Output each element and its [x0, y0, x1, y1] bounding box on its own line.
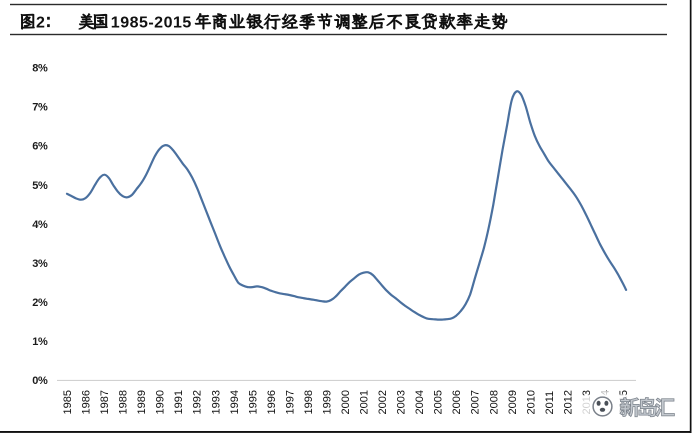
svg-text:2006: 2006	[451, 390, 463, 414]
svg-text:1990: 1990	[155, 390, 167, 414]
svg-text:2004: 2004	[414, 390, 426, 414]
svg-text:5%: 5%	[32, 180, 48, 192]
svg-text:1997: 1997	[284, 390, 296, 414]
svg-text:2012: 2012	[562, 390, 574, 414]
svg-text:3%: 3%	[32, 258, 48, 270]
svg-text:2003: 2003	[396, 390, 408, 414]
svg-text:2000: 2000	[340, 390, 352, 414]
svg-text:2001: 2001	[359, 390, 371, 414]
svg-text:2009: 2009	[507, 390, 519, 414]
svg-text:1996: 1996	[266, 390, 278, 414]
svg-text:1987: 1987	[99, 390, 111, 414]
svg-text:2: 2	[36, 15, 45, 32]
svg-text:1993: 1993	[210, 390, 222, 414]
svg-text:2007: 2007	[470, 390, 482, 414]
svg-text:1985-2015: 1985-2015	[111, 15, 192, 32]
svg-text:1992: 1992	[192, 390, 204, 414]
svg-text:1994: 1994	[229, 390, 241, 414]
svg-text:2011: 2011	[544, 391, 556, 415]
svg-text:6%: 6%	[32, 141, 48, 153]
svg-text:2005: 2005	[433, 390, 445, 414]
svg-text:1999: 1999	[322, 390, 334, 414]
svg-text:2%: 2%	[32, 297, 48, 309]
svg-text:7%: 7%	[32, 102, 48, 114]
svg-text:2008: 2008	[488, 390, 500, 414]
svg-text:1%: 1%	[32, 336, 48, 348]
svg-text:0%: 0%	[32, 375, 48, 387]
svg-text:1995: 1995	[247, 390, 259, 414]
svg-text:1989: 1989	[136, 390, 148, 414]
svg-text:2010: 2010	[525, 390, 537, 414]
svg-text:8%: 8%	[32, 63, 48, 75]
svg-text:1998: 1998	[303, 390, 315, 414]
svg-text:4%: 4%	[32, 219, 48, 231]
svg-text:1988: 1988	[118, 390, 130, 414]
svg-text:1986: 1986	[81, 390, 93, 414]
svg-text:1985: 1985	[62, 390, 74, 414]
svg-text:1991: 1991	[173, 390, 185, 414]
svg-text:2002: 2002	[377, 390, 389, 414]
